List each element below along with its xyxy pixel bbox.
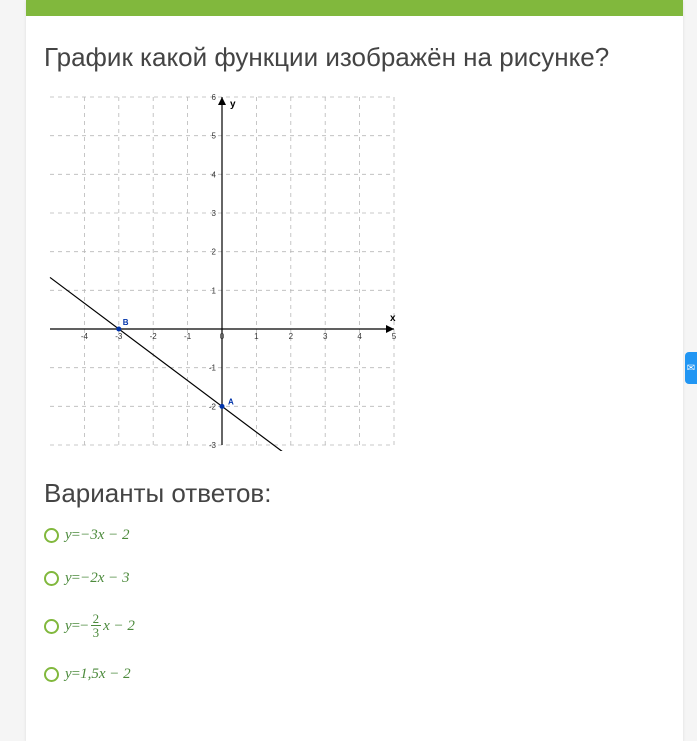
svg-text:5: 5 (212, 132, 217, 141)
content-area: График какой функции изображён на рисунк… (26, 16, 683, 727)
svg-text:-3: -3 (115, 332, 123, 341)
header-bar: Условие задания: 1 Б. (26, 0, 683, 16)
answer-option[interactable]: y = − 23x − 2 (44, 613, 665, 640)
radio-icon[interactable] (44, 571, 59, 586)
svg-text:A: A (228, 397, 234, 406)
graph-svg: -4 -3 -2 -1 0 1 2 3 4 5 -3 -2 -1 1 2 3 4 5 6 x y A B (44, 91, 400, 451)
answers-title: Варианты ответов: (44, 478, 665, 509)
svg-text:4: 4 (357, 332, 362, 341)
svg-text:2: 2 (289, 332, 294, 341)
svg-text:1: 1 (254, 332, 259, 341)
formula-text: y = −3x − 2 (65, 527, 130, 544)
radio-icon[interactable] (44, 619, 59, 634)
answer-option[interactable]: y = −2x − 3 (44, 570, 665, 587)
radio-icon[interactable] (44, 528, 59, 543)
function-graph: -4 -3 -2 -1 0 1 2 3 4 5 -3 -2 -1 1 2 3 4 5 6 x y A B (44, 91, 665, 456)
svg-text:5: 5 (392, 332, 397, 341)
svg-text:-2: -2 (150, 332, 158, 341)
svg-text:4: 4 (212, 170, 217, 179)
svg-text:-2: -2 (209, 402, 217, 411)
svg-text:2: 2 (212, 248, 217, 257)
svg-text:0: 0 (220, 332, 225, 341)
svg-text:3: 3 (323, 332, 328, 341)
svg-text:6: 6 (212, 93, 217, 102)
formula-text: y = −2x − 3 (65, 570, 130, 587)
svg-text:-1: -1 (209, 364, 217, 373)
radio-icon[interactable] (44, 667, 59, 682)
formula-text: y = − 23x − 2 (65, 613, 135, 640)
svg-text:-1: -1 (184, 332, 192, 341)
answer-option[interactable]: y = −3x − 2 (44, 527, 665, 544)
answer-option[interactable]: y = 1,5x − 2 (44, 666, 665, 683)
question-text: График какой функции изображён на рисунк… (44, 42, 665, 73)
svg-text:x: x (390, 313, 396, 324)
options-list: y = −3x − 2 y = −2x − 3 y = − 23x − 2 y = 1… (44, 527, 665, 683)
task-card: Условие задания: 1 Б. График какой функц… (26, 0, 683, 741)
svg-text:B: B (123, 318, 129, 327)
svg-text:3: 3 (212, 209, 217, 218)
feedback-tab[interactable]: ✉ (685, 352, 697, 384)
svg-text:1: 1 (212, 286, 217, 295)
svg-text:y: y (230, 99, 236, 110)
svg-text:-4: -4 (81, 332, 89, 341)
formula-text: y = 1,5x − 2 (65, 666, 131, 683)
svg-text:-3: -3 (209, 441, 217, 450)
